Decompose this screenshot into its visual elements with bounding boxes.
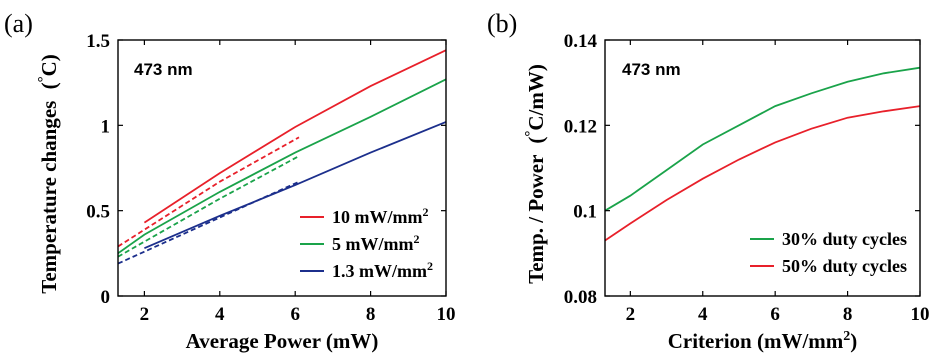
panel-b-y-axis-label-main: Temp. / Power	[524, 155, 548, 284]
panel-a-y-axis-label-main: Temperature changes	[37, 101, 61, 294]
panel-a-ticks: 2 4 6 8 10 0 0.5 1 1.5	[86, 31, 455, 325]
panel-b-y-axis-label: Temp. / Power (°C/mW)	[523, 64, 548, 284]
panel-a-y-axis-label-open: (	[37, 82, 61, 89]
panel-b-y-axis-label-open: (	[524, 137, 548, 144]
panel-a-label: (a)	[4, 9, 33, 38]
panel-a-y-axis-degree: °	[36, 76, 52, 82]
panel-b-legend: 30% duty cycles 50% duty cycles	[750, 229, 907, 276]
panel-a-annotation: 473 nm	[134, 60, 193, 79]
panel-b-series-line-1	[604, 105, 921, 242]
panel-a-x-tick-label: 6	[290, 304, 300, 325]
panel-b-annotation: 473 nm	[622, 60, 681, 79]
panel-a-x-tick-label: 2	[140, 304, 150, 325]
panel-b-plot-area	[604, 66, 921, 242]
panel-b-x-tick-label: 8	[843, 304, 853, 325]
panel-a-series-line-2	[117, 78, 447, 255]
panel-b-legend-label: 50% duty cycles	[782, 256, 907, 276]
panel-b-ticks: 2 4 6 8 10 0.08 0.1 0.12 0.14	[564, 31, 930, 325]
panel-a-series-line-4	[144, 121, 447, 250]
panel-b-y-tick-label: 0.1	[573, 202, 597, 223]
panel-b-legend-label: 30% duty cycles	[782, 229, 907, 249]
panel-a-legend: 10 mW/mm2 5 mW/mm2 1.3 mW/mm2	[300, 205, 433, 281]
panel-b-y-axis-degree: °	[523, 131, 539, 137]
panel-a-x-axis-label: Average Power (mW)	[186, 329, 379, 353]
panel-b-x-tick-label: 10	[911, 304, 930, 325]
panel-a-legend-label: 5 mW/mm2	[332, 232, 419, 254]
panel-a-legend-label: 10 mW/mm2	[332, 205, 428, 227]
panel-a-y-axis-label: Temperature changes (°C)	[36, 54, 61, 294]
panel-b-label: (b)	[487, 9, 517, 38]
panel-a-series-line-0	[143, 49, 447, 224]
panel-a-x-tick-label: 10	[437, 304, 456, 325]
panel-b-axes-frame	[604, 39, 921, 297]
panel-a-series-line-3-dashed	[117, 155, 300, 258]
panel-a-y-tick-label: 1.5	[86, 31, 110, 52]
panel-b-x-axis-label-sup: 2	[843, 329, 850, 344]
panel-b-x-axis-label: Criterion (mW/mm2)	[668, 329, 858, 353]
panel-b: (b) 2 4 6 8 10 0.08 0.1 0.12 0.14 473 nm Criteri…	[487, 9, 930, 353]
panel-b-x-tick-label: 2	[626, 304, 636, 325]
panel-b-y-tick-label: 0.12	[564, 116, 597, 137]
panel-a-legend-label: 1.3 mW/mm2	[332, 259, 433, 281]
panel-b-series-line-0	[604, 66, 921, 212]
panel-a-y-axis-label-unit: C)	[37, 54, 61, 76]
panel-a: (a) 2 4 6 8 10 0 0.5 1 1.5 473 nm Average Power …	[4, 9, 456, 353]
panel-b-y-axis-label-unit: C/mW)	[524, 64, 548, 131]
panel-a-y-tick-label: 0.5	[86, 202, 110, 223]
panel-a-series-line-1-dashed	[117, 136, 300, 248]
panel-a-y-tick-label: 1	[101, 116, 111, 137]
panel-b-x-tick-label: 6	[770, 304, 780, 325]
panel-a-series-line-5-dashed	[117, 180, 300, 265]
panel-a-x-tick-label: 8	[366, 304, 376, 325]
panel-a-axes-frame	[117, 39, 447, 297]
panel-b-x-tick-label: 4	[698, 304, 708, 325]
panel-b-x-axis-label-close: )	[850, 329, 857, 353]
panel-b-y-tick-label: 0.08	[564, 287, 597, 308]
panel-a-y-tick-label: 0	[101, 287, 111, 308]
panel-b-x-axis-label-main: Criterion (mW/mm	[668, 329, 844, 353]
panel-a-plot-area	[117, 49, 447, 265]
panel-a-x-tick-label: 4	[215, 304, 225, 325]
panel-b-y-tick-label: 0.14	[564, 31, 598, 52]
